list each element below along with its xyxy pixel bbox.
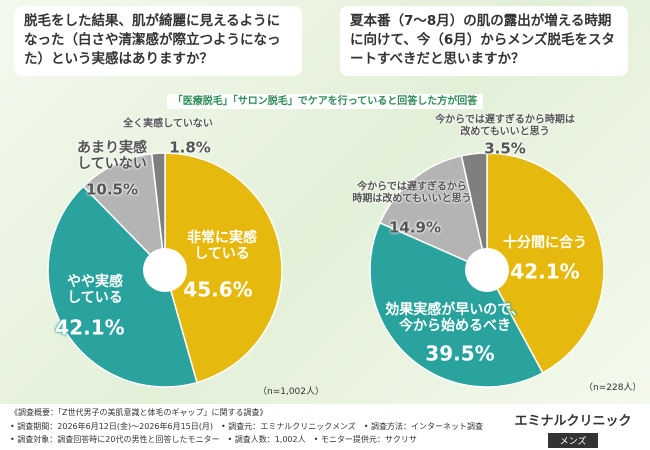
pie-slice: [164, 152, 283, 384]
slice-value: 45.6%: [183, 277, 253, 302]
slice-label: 今からでは遅すぎるから 時期は改めてもいいと思う: [352, 181, 472, 205]
footer: 《調査概要：「Z世代男子の美肌意識と体毛のギャップ」に関する調査》 • 調査期間…: [0, 404, 650, 450]
question: 夏本番（7〜8月）の肌の露出が増える時期に向けて、今（6月）からメンズ脱毛をスタ…: [340, 6, 628, 76]
pie-slice: [486, 152, 605, 374]
slice-value: 39.5%: [425, 341, 495, 366]
slice-label: 十分間に合う: [503, 234, 587, 251]
slice-label: やや実感 している: [67, 273, 123, 306]
slice-label: 今からでは遅すぎるから時期は改めてもいいと思う: [435, 114, 575, 138]
slice-label: 全く実感していない: [123, 118, 213, 130]
logo-sub: メンズ: [547, 433, 599, 448]
logo-name: エミナルクリニック: [514, 414, 632, 429]
survey-note: • 調査対象：調査回答時に20代の男性と回答したモニター • 調査人数：1,00…: [10, 435, 417, 444]
slice-label: 非常に実感 している: [187, 229, 257, 262]
slice-value: 3.5%: [484, 139, 526, 158]
slice-value: 42.1%: [55, 315, 125, 340]
question: 脱毛をした結果、肌が綺麗に見えるようになった（白さや清潔感が際立つようになった）…: [14, 6, 302, 76]
pie-slice: [47, 185, 198, 388]
pie-slice: [150, 152, 166, 271]
logo: エミナルクリニック メンズ: [508, 410, 638, 448]
pie-slice: [378, 154, 489, 272]
slice-label: あまり実感 していない: [77, 139, 147, 172]
slice-value: 1.8%: [169, 138, 211, 157]
pie-slice: [369, 221, 544, 388]
survey-note: 《調査概要：「Z世代男子の美肌意識と体毛のギャップ」に関する調査》: [10, 408, 268, 417]
slice-value: 10.5%: [85, 180, 139, 199]
pie-slice: [82, 152, 166, 273]
sample-size: （n=1,002人）: [258, 387, 325, 397]
donut-hole: [465, 248, 509, 292]
slice-value: 14.9%: [388, 218, 442, 237]
survey-note: • 調査期間：2026年6月12日(金)～2026年6月15日(月) • 調査元…: [10, 422, 484, 431]
sample-size: （n=228人）: [584, 383, 642, 393]
pie-slice: [460, 152, 488, 271]
donut-hole: [143, 248, 187, 292]
banner-text: 「医療脱毛」「サロン脱毛」でケアを行っていると回答した方が回答: [166, 94, 484, 109]
banner: 「医療脱毛」「サロン脱毛」でケアを行っていると回答した方が回答: [0, 92, 650, 109]
slice-value: 42.1%: [510, 259, 580, 284]
slice-label: 効果実感が早いので、 今から始めるべき: [385, 301, 525, 334]
